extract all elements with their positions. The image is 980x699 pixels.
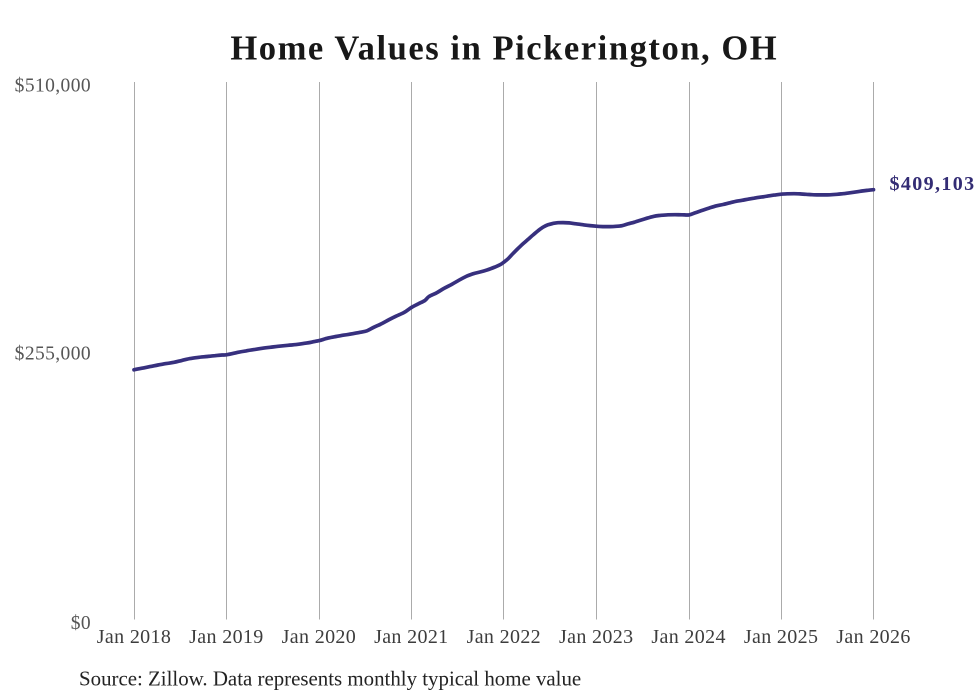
svg-text:Jan 2024: Jan 2024 <box>651 626 725 648</box>
svg-text:Jan 2022: Jan 2022 <box>467 626 541 648</box>
svg-text:$255,000: $255,000 <box>15 344 91 365</box>
svg-text:Jan 2019: Jan 2019 <box>189 626 263 648</box>
svg-text:Jan 2023: Jan 2023 <box>559 626 633 648</box>
svg-text:Source: Zillow. Data represent: Source: Zillow. Data represents monthly … <box>79 666 581 690</box>
svg-text:Jan 2026: Jan 2026 <box>836 626 910 648</box>
svg-text:Jan 2025: Jan 2025 <box>744 626 818 648</box>
svg-text:Jan 2021: Jan 2021 <box>374 626 448 648</box>
svg-text:$0: $0 <box>71 613 91 634</box>
svg-text:Home Values in Pickerington, O: Home Values in Pickerington, OH <box>230 30 778 68</box>
svg-text:$510,000: $510,000 <box>15 76 91 97</box>
svg-text:Jan 2018: Jan 2018 <box>97 626 171 648</box>
svg-text:$409,103: $409,103 <box>890 173 976 195</box>
svg-text:Jan 2020: Jan 2020 <box>282 626 356 648</box>
